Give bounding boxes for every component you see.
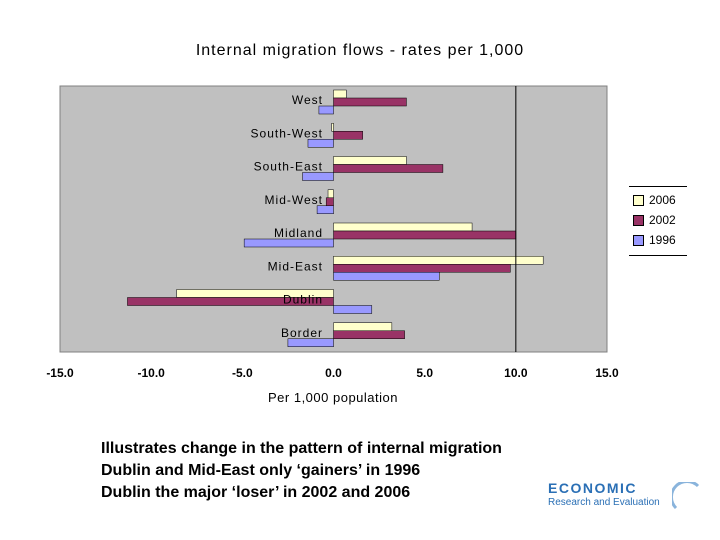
caption-line: Illustrates change in the pattern of int… xyxy=(101,440,502,457)
x-tick-label: -10.0 xyxy=(137,366,165,380)
bar-1996-mid-east xyxy=(333,272,440,281)
bar-2002-midland xyxy=(333,230,517,240)
bar-2006-south-east xyxy=(333,156,407,165)
legend-label: 2002 xyxy=(649,213,676,227)
bar-2002-dublin xyxy=(127,297,334,306)
chart-title: Internal migration flows - rates per 1,0… xyxy=(195,42,525,59)
category-label: Mid-East xyxy=(268,259,323,273)
x-tick-label: -15.0 xyxy=(46,366,74,380)
legend-label: 1996 xyxy=(649,233,676,247)
bar-2002-border xyxy=(333,330,405,339)
bar-2002-mid-west xyxy=(325,197,334,206)
bar-1996-dublin xyxy=(333,305,373,314)
bar-2006-mid-west xyxy=(327,189,334,198)
x-tick-label: 10.0 xyxy=(504,366,528,380)
bar-1996-mid-west xyxy=(316,205,334,214)
legend-swatch xyxy=(633,235,644,247)
logo-line: Research and Evaluation xyxy=(548,497,660,508)
bar-2002-mid-east xyxy=(333,264,511,273)
bar-1996-south-west xyxy=(307,139,334,148)
caption-line: Dublin and Mid-East only ‘gainers’ in 19… xyxy=(101,462,421,479)
bar-2002-south-east xyxy=(333,164,444,173)
x-axis-label: Per 1,000 population xyxy=(268,390,398,405)
legend-item-1996: 1996 xyxy=(633,233,676,247)
bar-1996-west xyxy=(318,105,334,115)
caption-line: Dublin the major ‘loser’ in 2002 and 200… xyxy=(101,484,411,501)
bar-2002-west xyxy=(333,97,407,107)
caption: Illustrates change in the pattern of int… xyxy=(101,438,502,504)
category-label: Border xyxy=(281,326,323,340)
legend-item-2002: 2002 xyxy=(633,213,676,227)
category-label: Mid-West xyxy=(265,193,323,207)
bar-2006-south-west xyxy=(331,123,334,132)
bar-chart: West South-West South-East Mid-West Midland M… xyxy=(46,85,619,380)
bar-2006-midland xyxy=(333,222,473,232)
x-tick-label: -5.0 xyxy=(232,366,253,380)
x-tick-label: 5.0 xyxy=(416,366,433,380)
bar-1996-south-east xyxy=(302,172,334,181)
bar-2006-west xyxy=(333,89,347,99)
bar-1996-border xyxy=(287,338,334,347)
logo-line: ECONOMIC xyxy=(548,480,637,496)
chart-legend: 2006 2002 1996 xyxy=(629,186,687,256)
category-label: Midland xyxy=(274,226,323,240)
bar-2002-south-west xyxy=(333,131,363,140)
x-tick-label: 15.0 xyxy=(595,366,619,380)
legend-swatch xyxy=(633,215,644,227)
bar-2006-mid-east xyxy=(333,256,544,265)
bar-1996-midland xyxy=(243,238,334,248)
category-label: West xyxy=(292,93,323,107)
legend-label: 2006 xyxy=(649,193,676,207)
x-tick-label: 0.0 xyxy=(325,366,342,380)
category-label: Dublin xyxy=(283,293,323,307)
legend-swatch xyxy=(633,195,644,207)
category-label: South-East xyxy=(254,160,323,174)
category-label: South-West xyxy=(251,126,323,140)
legend-item-2006: 2006 xyxy=(633,193,676,207)
bar-2006-border xyxy=(333,322,393,331)
logo-arc-icon xyxy=(672,482,700,510)
economic-research-logo: ECONOMIC Research and Evaluation xyxy=(548,480,708,516)
